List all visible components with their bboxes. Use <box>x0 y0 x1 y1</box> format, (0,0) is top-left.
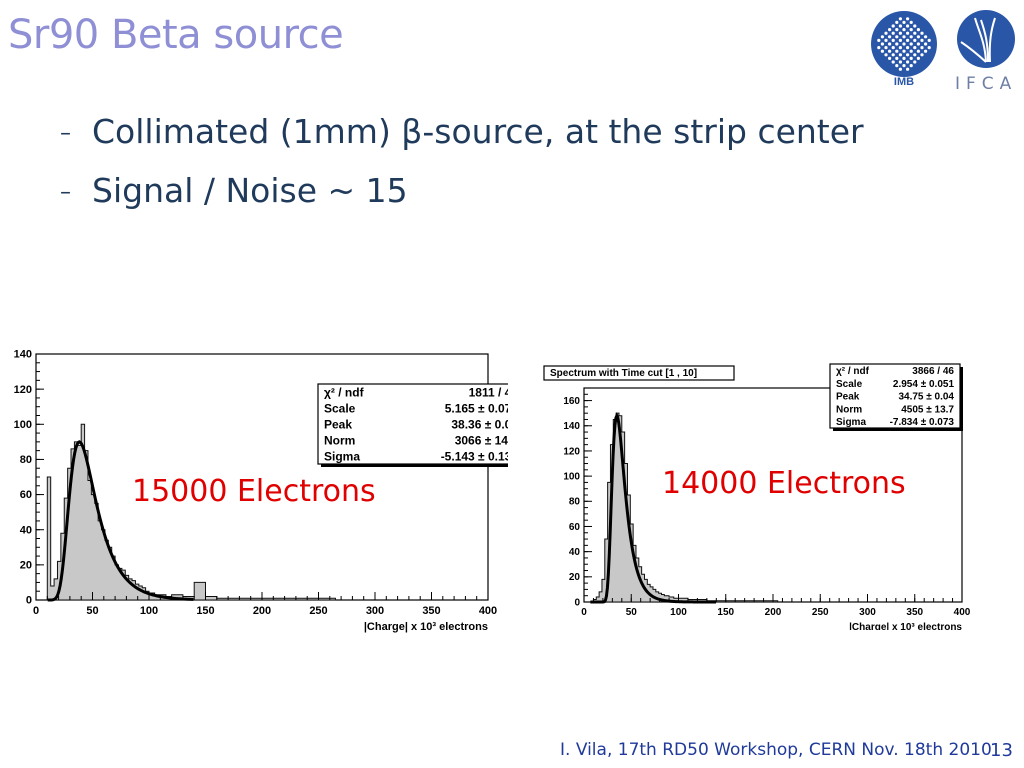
x-tick-label: 0 <box>33 605 39 617</box>
stats-name: Sigma <box>836 417 866 428</box>
stats-value: 38.36 ± 0.05 <box>451 417 508 431</box>
stats-name: Norm <box>324 433 355 447</box>
stats-value: -7.834 ± 0.073 <box>890 417 955 428</box>
y-tick-label: 60 <box>20 489 32 501</box>
stats-name: Peak <box>836 392 860 403</box>
stats-value: 34.75 ± 0.04 <box>898 392 954 403</box>
stats-box <box>829 363 961 429</box>
ifca-logo-label: IFCA <box>955 74 1018 94</box>
stats-value: 2.954 ± 0.051 <box>893 379 955 390</box>
stats-name: Scale <box>836 379 863 390</box>
x-tick-label: 400 <box>954 607 971 618</box>
x-tick-label: 200 <box>253 605 271 617</box>
charge-histogram-left: 0 50 100 150 200 250 300 350 400 0 20 40 60 80 100 120 1… <box>14 350 508 633</box>
bullet-text: Collimated (1mm) β-source, at the strip … <box>92 112 864 151</box>
annotation-left: 15000 Electrons <box>132 474 376 509</box>
stats-box <box>317 383 508 465</box>
stats-name: Norm <box>836 404 862 415</box>
bullet-dash: – <box>60 180 71 205</box>
x-tick-label: 150 <box>717 607 734 618</box>
x-tick-label: 300 <box>859 607 876 618</box>
y-tick-label: 0 <box>26 595 32 607</box>
imb-logo-label: IMB <box>894 76 914 88</box>
charge-histogram-right: 0 50 100 150 200 250 300 350 400 0 20 40 60 80 100 120 1… <box>543 363 971 630</box>
bullet-list: – Collimated (1mm) β-source, at the strip… <box>60 112 864 230</box>
x-tick-label: 350 <box>422 605 440 617</box>
x-tick-label: 50 <box>626 607 638 618</box>
stats-value: 3066 ± 14.3 <box>455 433 508 447</box>
y-tick-label: 100 <box>563 471 580 482</box>
footer-text: I. Vila, 17th RD50 Workshop, CERN Nov. 1… <box>560 740 992 760</box>
stats-name: Peak <box>324 417 352 431</box>
x-tick-label: 400 <box>479 605 497 617</box>
x-tick-label: 0 <box>581 607 587 618</box>
page-number: 13 <box>990 740 1013 761</box>
plot-title-box <box>543 365 735 381</box>
plot-title: Spectrum with Time cut [1 , 10] <box>550 368 697 379</box>
y-tick-label: 40 <box>20 524 32 536</box>
stats-value: 4505 ± 13.7 <box>901 404 954 415</box>
ifca-logo <box>957 10 1015 68</box>
x-tick-label: 250 <box>309 605 327 617</box>
bullet-text: Signal / Noise ~ 15 <box>92 171 408 210</box>
y-tick-label: 140 <box>14 350 32 361</box>
y-tick-label: 140 <box>563 421 580 432</box>
x-tick-label: 100 <box>140 605 158 617</box>
x-tick-label: 250 <box>812 607 829 618</box>
y-tick-label: 20 <box>569 572 581 583</box>
bullet-dash: – <box>60 121 71 146</box>
stats-name: Scale <box>324 401 356 415</box>
stats-name: χ² / ndf <box>836 366 870 377</box>
fit-curve <box>47 440 194 602</box>
bullet-item: – Collimated (1mm) β-source, at the strip… <box>60 112 864 151</box>
stats-value: -5.143 ± 0.138 <box>441 449 508 463</box>
annotation-right: 14000 Electrons <box>662 466 906 501</box>
x-tick-label: 200 <box>765 607 782 618</box>
stats-name: χ² / ndf <box>324 385 365 399</box>
y-tick-label: 0 <box>574 597 580 608</box>
x-tick-label: 350 <box>906 607 923 618</box>
slide-title: Sr90 Beta source <box>8 12 344 58</box>
stats-value: 1811 / 47 <box>469 385 508 399</box>
y-tick-label: 120 <box>14 384 32 396</box>
y-tick-label: 120 <box>563 446 580 457</box>
y-tick-label: 40 <box>569 547 581 558</box>
histogram-bins <box>592 412 779 603</box>
x-axis-label: |Charge| x 10³ electrons <box>849 622 962 630</box>
bullet-item: – Signal / Noise ~ 15 <box>60 171 864 210</box>
stats-value: 3866 / 46 <box>912 366 954 377</box>
stats-name: Sigma <box>324 449 360 463</box>
y-tick-label: 60 <box>569 522 581 533</box>
x-axis-label: |Charge| x 10³ electrons <box>364 621 488 633</box>
y-tick-label: 100 <box>14 419 32 431</box>
x-tick-label: 150 <box>196 605 214 617</box>
x-tick-label: 300 <box>366 605 384 617</box>
y-tick-label: 20 <box>20 560 32 572</box>
y-tick-label: 80 <box>569 497 581 508</box>
stats-value: 5.165 ± 0.072 <box>445 401 508 415</box>
fit-curve <box>590 412 717 604</box>
y-tick-label: 80 <box>20 454 32 466</box>
imb-logo: IMB <box>871 11 937 88</box>
y-tick-label: 160 <box>563 396 580 407</box>
x-tick-label: 100 <box>670 607 687 618</box>
x-tick-label: 50 <box>86 605 98 617</box>
